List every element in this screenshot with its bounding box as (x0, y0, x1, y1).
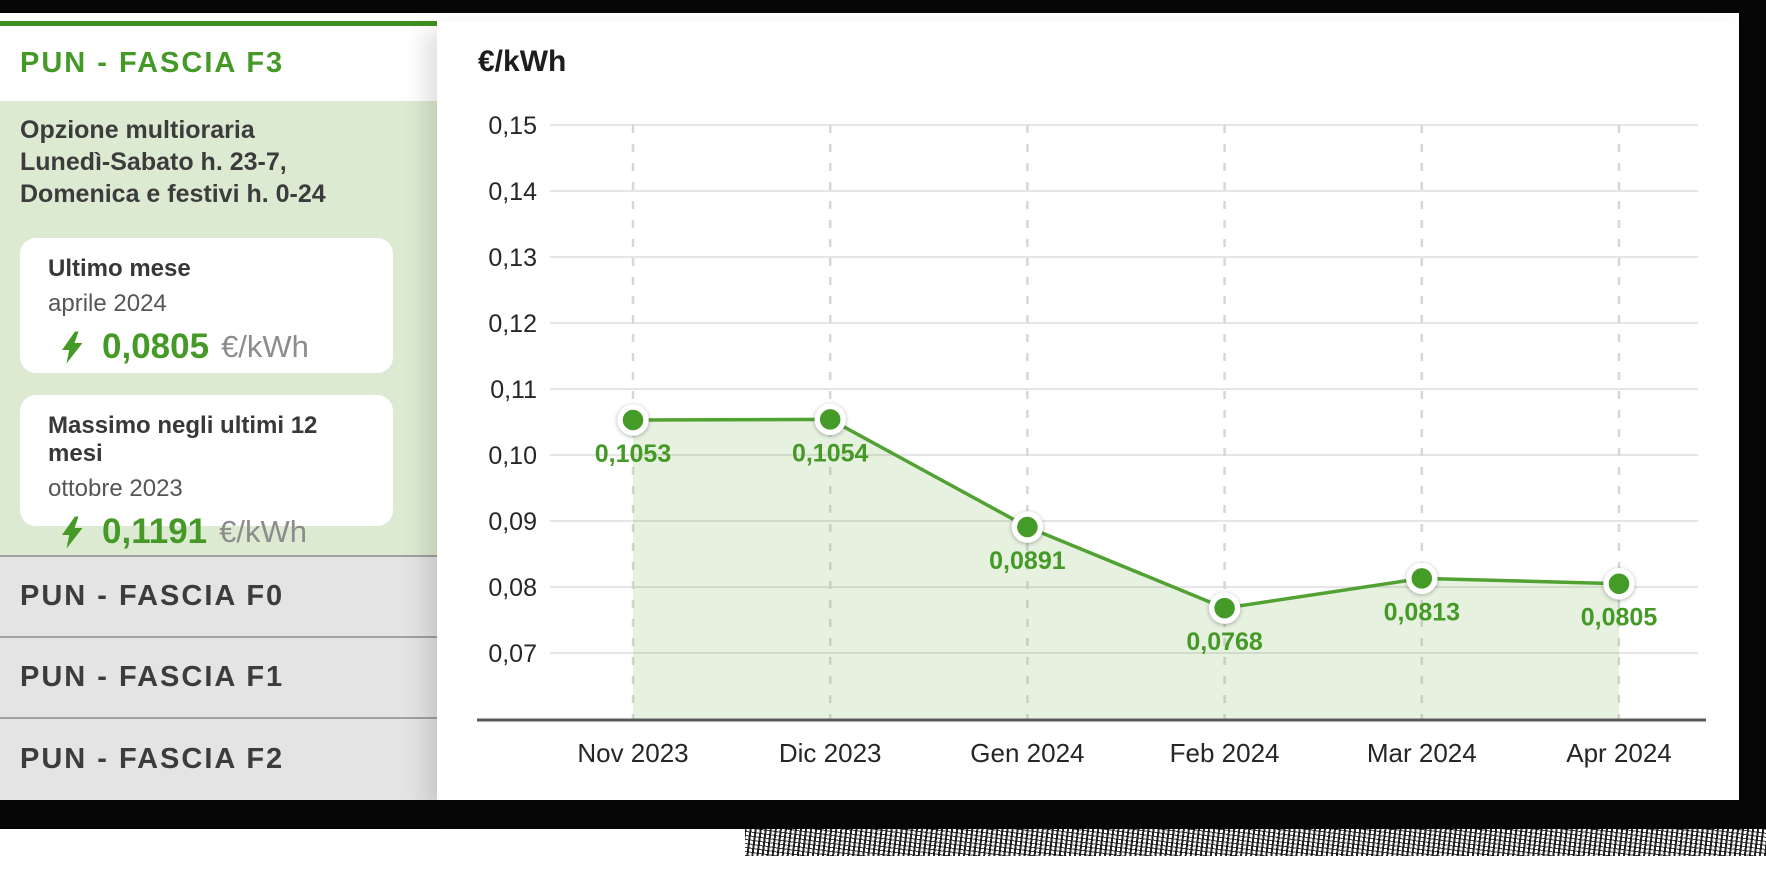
tab-pun-fascia-f1[interactable]: PUN - FASCIA F1 (0, 636, 437, 717)
price-unit: €/kWh (221, 329, 309, 364)
sidebar: PUN - FASCIA F3 Opzione multioraria Lune… (0, 21, 437, 800)
tab-pun-fascia-f3-label: PUN - FASCIA F3 (20, 47, 285, 79)
data-point (617, 404, 649, 436)
y-tick-label: 0,14 (488, 178, 537, 206)
card-value-row: 0,1191 €/kWh (48, 512, 375, 552)
price-value: 0,0805 (102, 327, 210, 366)
data-point-label: 0,0768 (1186, 628, 1263, 656)
tariff-description-line: Domenica e festivi h. 0-24 (20, 180, 326, 208)
torn-edge-noise (745, 826, 1766, 856)
tariff-description-line: Lunedì-Sabato h. 23-7, (20, 148, 287, 176)
price-unit: €/kWh (219, 514, 307, 549)
chart-unit-label: €/kWh (478, 45, 567, 78)
x-tick-label: Dic 2023 (779, 738, 882, 768)
card-value-row: 0,0805 €/kWh (48, 327, 375, 367)
card-title: Massimo negli ultimi 12 mesi (48, 412, 318, 467)
tab-pun-fascia-f3[interactable]: PUN - FASCIA F3 (0, 26, 437, 101)
y-tick-label: 0,08 (488, 574, 537, 602)
lightning-bolt-icon (62, 331, 83, 363)
x-tick-label: Apr 2024 (1566, 738, 1672, 768)
y-tick-label: 0,12 (488, 310, 537, 338)
latest-month-card: Ultimo mese aprile 2024 0,0805 €/kWh (20, 238, 393, 373)
data-point-label: 0,0805 (1581, 604, 1658, 632)
chart-card: €/kWh 0,15 0,14 0,13 0,12 0,11 0,10 0,09 0,08 0,… (437, 21, 1740, 802)
card-period: aprile 2024 (48, 290, 167, 317)
card-period: ottobre 2023 (48, 475, 183, 502)
y-tick-label: 0,15 (488, 112, 537, 140)
x-tick-label: Gen 2024 (970, 738, 1084, 768)
y-tick-label: 0,07 (488, 640, 537, 668)
y-tick-label: 0,13 (488, 244, 537, 272)
active-tab-indicator (0, 21, 437, 26)
lightning-bolt-icon (62, 516, 83, 548)
series-line (632, 417, 1620, 610)
x-tick-label: Mar 2024 (1367, 738, 1477, 768)
x-tick-label: Nov 2023 (577, 738, 688, 768)
max-12-months-card: Massimo negli ultimi 12 mesi ottobre 202… (20, 395, 393, 551)
torn-edge-bottom (0, 800, 1766, 829)
data-point (1208, 592, 1241, 624)
data-point-label: 0,0891 (989, 547, 1066, 575)
fascia-f3-details-panel: Opzione multioraria Lunedì-Sabato h. 23-… (0, 101, 437, 555)
other-tabs: PUN - FASCIA F0 PUN - FASCIA F1 PUN - FA… (0, 555, 437, 800)
tariff-description: Opzione multioraria Lunedì-Sabato h. 23-… (0, 101, 437, 210)
data-point (1011, 511, 1044, 543)
x-tick-label: Feb 2024 (1170, 738, 1280, 768)
card-title: Ultimo mese (48, 255, 191, 282)
data-point-label: 0,1053 (595, 440, 671, 468)
y-tick-label: 0,09 (488, 508, 537, 536)
price-trend-chart: 0,15 0,14 0,13 0,12 0,11 0,10 0,09 0,08 0,07 Nov … (477, 112, 1706, 768)
y-tick-label: 0,11 (490, 376, 537, 404)
y-tick-label: 0,10 (488, 442, 537, 470)
tab-pun-fascia-f0[interactable]: PUN - FASCIA F0 (0, 555, 437, 636)
torn-edge-right (1739, 0, 1766, 822)
data-point (814, 403, 846, 436)
data-point (1603, 567, 1635, 600)
data-point-label: 0,0813 (1384, 598, 1460, 626)
data-point (1406, 562, 1438, 595)
torn-edge-top (0, 0, 1766, 13)
tab-pun-fascia-f2[interactable]: PUN - FASCIA F2 (0, 717, 437, 800)
data-point-label: 0,1054 (792, 439, 869, 467)
price-value: 0,1191 (102, 512, 208, 551)
tariff-description-line: Opzione multioraria (20, 116, 255, 144)
